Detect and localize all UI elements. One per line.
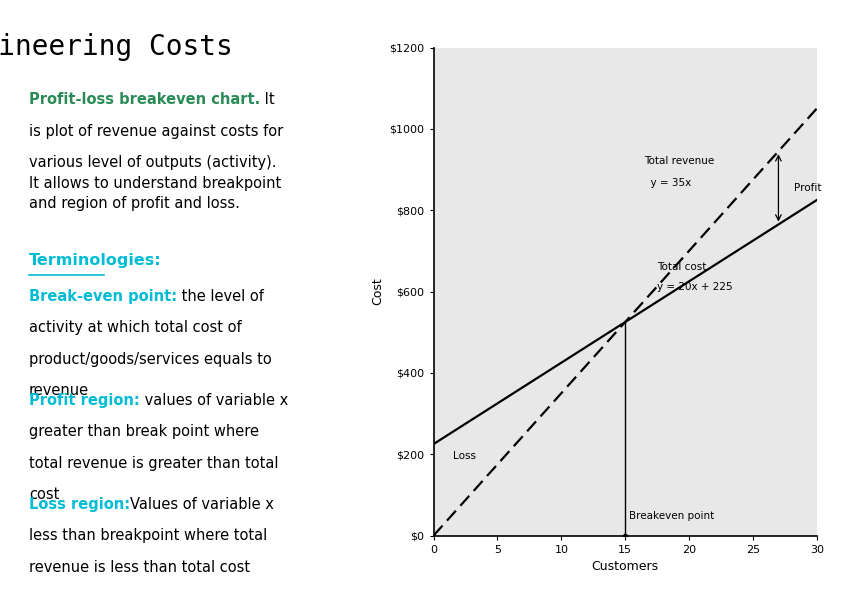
Text: Engineering Costs: Engineering Costs (0, 33, 233, 61)
Text: Loss region:: Loss region: (29, 497, 130, 512)
Text: Break-even point:: Break-even point: (29, 289, 177, 303)
Text: Values of variable x: Values of variable x (130, 497, 274, 512)
Text: Profit: Profit (794, 183, 821, 193)
Text: Breakeven point: Breakeven point (629, 511, 714, 521)
Text: y = 20x + 225: y = 20x + 225 (657, 283, 733, 293)
Text: Profit-loss breakeven chart.: Profit-loss breakeven chart. (29, 92, 260, 107)
Y-axis label: Cost: Cost (371, 278, 384, 305)
Text: product/goods/services equals to: product/goods/services equals to (29, 352, 272, 367)
Text: Loss: Loss (453, 451, 476, 461)
Text: cost: cost (29, 487, 59, 502)
Text: It allows to understand breakpoint
and region of profit and loss.: It allows to understand breakpoint and r… (29, 176, 281, 211)
Text: It: It (260, 92, 274, 107)
Text: greater than break point where: greater than break point where (29, 424, 258, 439)
Text: revenue is less than total cost: revenue is less than total cost (29, 560, 250, 575)
Text: less than breakpoint where total: less than breakpoint where total (29, 528, 267, 543)
Text: Total cost: Total cost (657, 262, 706, 272)
Text: Terminologies:: Terminologies: (29, 253, 162, 268)
Text: y = 35x: y = 35x (644, 177, 691, 187)
Text: the level of: the level of (177, 289, 264, 303)
X-axis label: Customers: Customers (592, 560, 658, 573)
Text: revenue: revenue (29, 383, 89, 398)
Text: various level of outputs (activity).: various level of outputs (activity). (29, 155, 276, 170)
Text: Profit region:: Profit region: (29, 393, 140, 408)
Text: Total revenue: Total revenue (644, 156, 715, 167)
Text: activity at which total cost of: activity at which total cost of (29, 320, 242, 335)
Text: total revenue is greater than total: total revenue is greater than total (29, 456, 279, 471)
Text: values of variable x: values of variable x (140, 393, 288, 408)
Text: is plot of revenue against costs for: is plot of revenue against costs for (29, 124, 283, 139)
